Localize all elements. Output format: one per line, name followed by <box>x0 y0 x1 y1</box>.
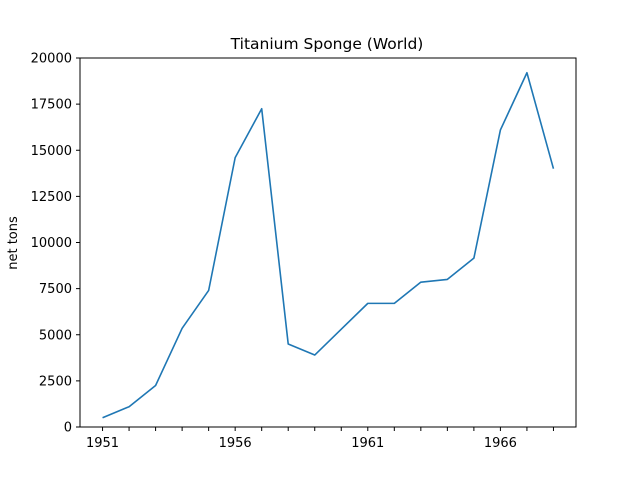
y-tick-label: 2500 <box>39 374 72 389</box>
y-tick-label: 15000 <box>31 144 72 159</box>
x-axis-ticks: 1951 1956 1961 1966 <box>86 427 554 451</box>
y-tick-label: 20000 <box>31 52 72 67</box>
y-tick-label: 12500 <box>31 190 72 205</box>
y-tick-label: 17500 <box>31 98 72 113</box>
x-tick-label: 1956 <box>219 436 252 451</box>
x-tick-label: 1951 <box>86 436 119 451</box>
y-axis-label: net tons <box>6 216 21 270</box>
chart-title: Titanium Sponge (World) <box>230 35 424 53</box>
y-tick-label: 0 <box>64 421 72 436</box>
x-tick-label: 1961 <box>351 436 384 451</box>
series-line <box>102 71 555 419</box>
x-tick-label: 1966 <box>484 436 517 451</box>
y-axis-ticks: 0 2500 5000 7500 10000 12500 15000 17500 20000 <box>31 52 80 436</box>
y-tick-label: 5000 <box>39 328 72 343</box>
y-tick-label: 7500 <box>39 282 72 297</box>
y-tick-label: 10000 <box>31 236 72 251</box>
plot-frame <box>79 57 577 428</box>
plot-series <box>102 71 555 419</box>
